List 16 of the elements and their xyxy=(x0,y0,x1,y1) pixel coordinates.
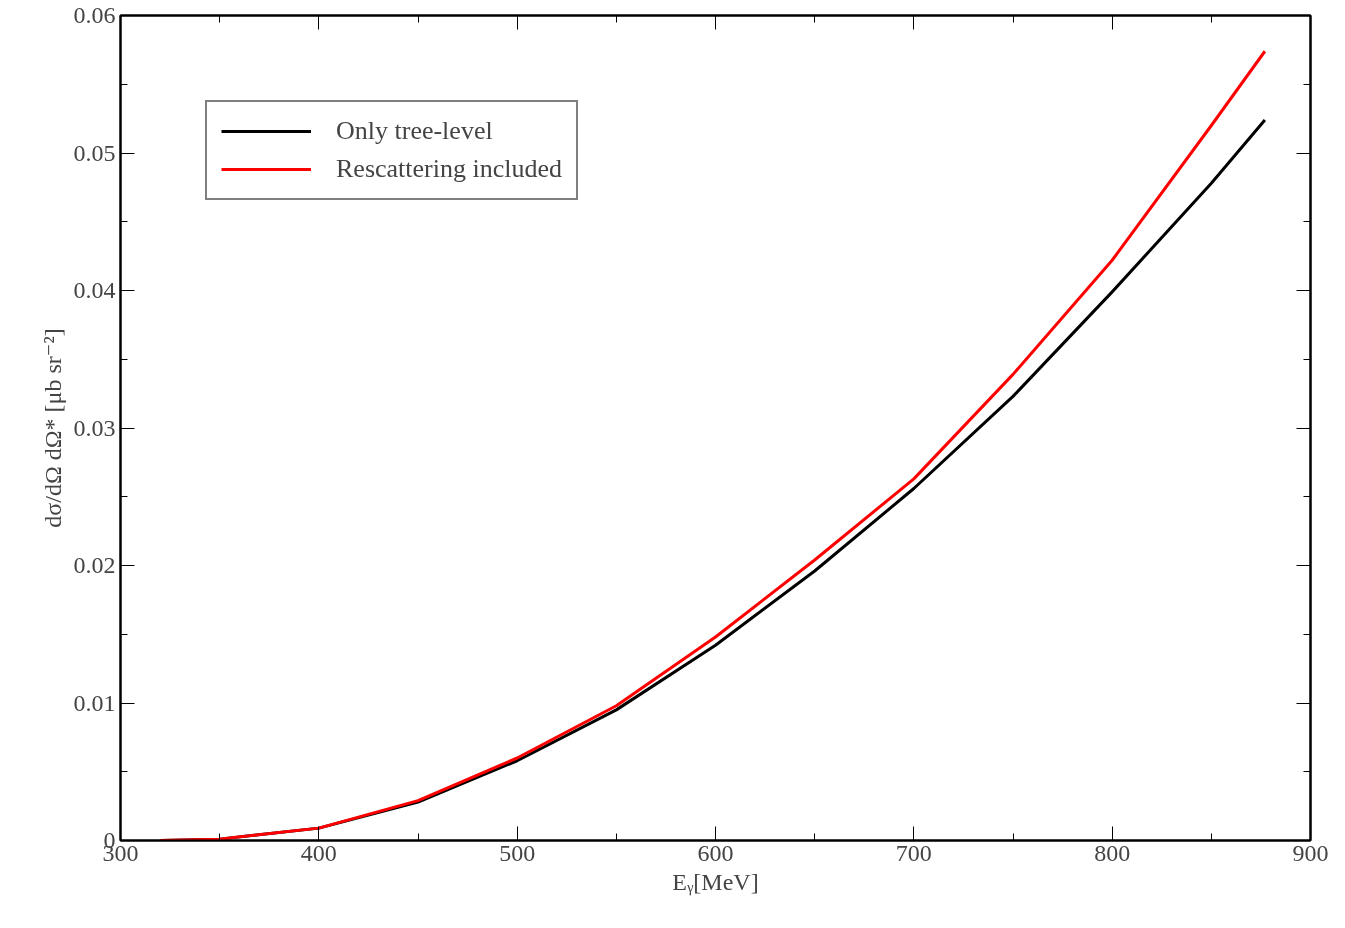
x-tick-label: 800 xyxy=(1094,839,1131,866)
y-tick-label: 0.06 xyxy=(73,2,116,28)
x-tick-label: 700 xyxy=(895,839,932,866)
x-tick-label: 400 xyxy=(300,839,337,866)
legend-label: Rescattering included xyxy=(336,154,562,184)
y-axis-title: dσ/dΩ dΩ* [μb sr⁻²] xyxy=(39,328,66,528)
legend-label: Only tree-level xyxy=(336,116,493,146)
y-tick-label: 0.05 xyxy=(73,139,116,166)
y-tick-label: 0.01 xyxy=(73,689,116,716)
x-tick-label: 600 xyxy=(697,839,734,866)
x-axis-title: Eᵧ[MeV] xyxy=(672,868,759,896)
y-tick-label: 0.04 xyxy=(73,277,116,303)
x-tick-label: 900 xyxy=(1292,839,1329,866)
y-tick-label: 0.02 xyxy=(73,552,116,578)
x-tick-label: 500 xyxy=(499,839,536,866)
y-tick-label: 0.03 xyxy=(73,414,116,441)
